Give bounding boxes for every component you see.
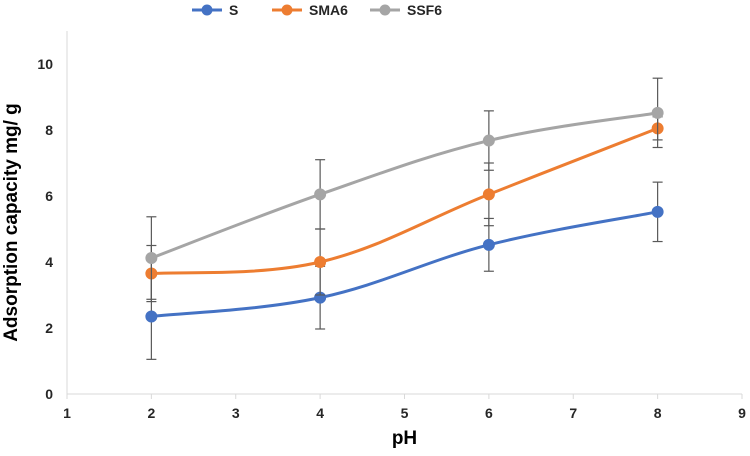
y-tick-label: 2	[45, 320, 53, 336]
data-point	[145, 310, 158, 323]
x-tick-label: 7	[569, 405, 577, 421]
series-sma6	[145, 116, 664, 303]
y-axis-title: Adsorption capacity mg/ g	[1, 103, 22, 342]
y-tick-label: 6	[45, 188, 53, 204]
x-tick-label: 4	[316, 405, 324, 421]
x-tick-label: 8	[654, 405, 662, 421]
series-group	[145, 77, 664, 360]
data-point	[482, 134, 495, 147]
legend-label: SSF6	[407, 2, 442, 18]
y-tick-label: 8	[45, 122, 53, 138]
x-tick-label: 6	[485, 405, 493, 421]
x-tick-label: 3	[232, 405, 240, 421]
series-line	[149, 210, 660, 318]
x-tick-label: 5	[401, 405, 409, 421]
series-line	[149, 126, 660, 276]
data-point	[145, 252, 158, 265]
legend-label: SMA6	[309, 2, 348, 18]
legend-marker	[201, 4, 213, 16]
x-tick-labels: 1 2 3 4 5 6 7 8 9	[63, 394, 746, 421]
legend-item-ssf6: SSF6	[370, 2, 442, 18]
data-point	[314, 256, 327, 268]
data-point	[651, 205, 664, 218]
x-tick-label: 2	[147, 405, 155, 421]
y-tick-label: 4	[45, 254, 53, 270]
series-s	[145, 181, 664, 360]
x-tick-label: 9	[738, 405, 746, 421]
data-point	[314, 188, 327, 201]
data-point	[482, 238, 495, 251]
x-axis-title: pH	[392, 428, 417, 449]
legend-label: S	[229, 2, 238, 18]
legend-marker	[379, 4, 391, 16]
y-tick-label: 0	[45, 386, 53, 402]
x-tick-label: 1	[63, 405, 71, 421]
series-ssf6	[145, 77, 664, 300]
legend: S SMA6 SSF6	[192, 2, 442, 18]
legend-item-sma6: SMA6	[272, 2, 348, 18]
data-point	[482, 188, 495, 201]
y-tick-labels: 0 2 4 6 8 10	[37, 56, 53, 402]
axes: 1 2 3 4 5 6 7 8 9 0 2 4 6 8 10	[37, 31, 746, 421]
legend-item-s: S	[192, 2, 238, 18]
data-point	[651, 106, 664, 119]
legend-marker	[281, 4, 293, 16]
series-line	[149, 111, 660, 260]
y-tick-label: 10	[37, 56, 53, 72]
